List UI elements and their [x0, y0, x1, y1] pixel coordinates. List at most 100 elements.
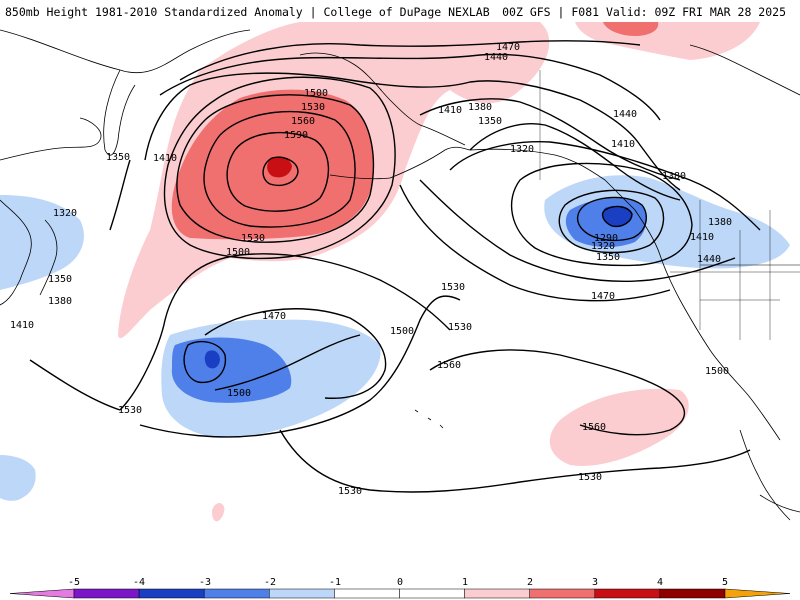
contour-1410 [144, 72, 681, 191]
colorbar-band [73, 588, 140, 599]
contour-label: 1380 [662, 171, 686, 182]
colorbar-band [529, 588, 596, 599]
contour-label: 1410 [690, 232, 714, 243]
contour-label: 1440 [697, 254, 721, 265]
contour-label: 1470 [591, 291, 615, 302]
anomaly-neg1-area [0, 195, 84, 290]
contour-high [226, 131, 330, 212]
contour-label: 1500 [226, 247, 250, 258]
contour-label: 1440 [613, 109, 637, 120]
colorbar-tick: -3 [199, 577, 211, 588]
colorbar-band [334, 588, 400, 599]
contour-label: 1500 [390, 326, 414, 337]
colorbar-tick: 2 [527, 577, 533, 588]
contour-label: 1530 [118, 405, 142, 416]
contour-label: 1410 [10, 320, 34, 331]
contour-1470-east [399, 184, 671, 302]
contour-label: 1380 [468, 102, 492, 113]
colorbar-bands [9, 588, 791, 599]
contour-1350 [109, 159, 131, 231]
colorbar-band [724, 588, 791, 599]
contour-label: 1500 [227, 388, 251, 399]
colorbar-band [399, 588, 465, 599]
contour-label: 1530 [338, 486, 362, 497]
colorbar-band [9, 588, 75, 599]
contour-label: 1410 [438, 105, 462, 116]
contour-label: 1320 [591, 241, 615, 252]
contour-label: 1410 [611, 139, 635, 150]
contour-high [176, 94, 375, 243]
contour-label: 1290 [594, 233, 618, 244]
colorbar-tick: 0 [397, 577, 403, 588]
contour-high [262, 156, 299, 187]
anomaly-neg1-area [0, 455, 36, 501]
contour-low [601, 205, 633, 228]
contour-1560 [429, 349, 686, 436]
contour-1470-south [204, 308, 387, 399]
contour-low [576, 196, 648, 242]
colorbar-tick: -5 [68, 577, 80, 588]
contour-label: 1320 [53, 208, 77, 219]
anomaly-neg2-area [171, 337, 292, 403]
contour-high [203, 110, 356, 228]
contour-label: 1410 [153, 153, 177, 164]
colorbar-tick: -4 [133, 577, 145, 588]
contour-label: 1530 [301, 102, 325, 113]
contour-label: 1530 [241, 233, 265, 244]
colorbar-band [464, 588, 530, 599]
contour-1470 [179, 40, 641, 81]
contour-label: 1350 [48, 274, 72, 285]
colorbar-band [269, 588, 335, 599]
contour-1320 [469, 123, 681, 201]
colorbar-band [594, 588, 661, 599]
contour-1440 [159, 53, 661, 121]
contour-1380 [419, 98, 681, 181]
contour-label: 1530 [448, 322, 472, 333]
colorbar-tick: -2 [264, 577, 276, 588]
colorbar-tick: 4 [657, 577, 663, 588]
contour-1530 [29, 295, 461, 438]
contour-1440-east [419, 179, 736, 282]
colorbar-tick-labels: -5 -4 -3 -2 -1 0 1 2 3 4 5 [68, 577, 728, 588]
contour-label: 1350 [478, 116, 502, 127]
anomaly-neg3-area [204, 350, 220, 369]
contour-label: 1440 [484, 52, 508, 63]
contour-label: 1470 [262, 311, 286, 322]
contour-1500-south-line [214, 334, 361, 391]
map-title: 850mb Height 1981-2010 Standardized Anom… [5, 5, 490, 19]
contour-1530-south [279, 429, 751, 493]
contour-1500-inner [183, 340, 227, 384]
height-contours [29, 40, 761, 493]
colorbar-tick: 1 [462, 577, 468, 588]
map-header: 850mb Height 1981-2010 Standardized Anom… [0, 0, 800, 22]
coastlines [0, 29, 800, 521]
contour-label: 1380 [48, 296, 72, 307]
contour-low [510, 162, 693, 267]
positive-anomaly-core [171, 22, 659, 240]
contour-label: 1590 [284, 130, 308, 141]
contour-label: 1530 [441, 282, 465, 293]
colorbar-band [203, 588, 270, 599]
contour-label: 1560 [291, 116, 315, 127]
contour-label: 1560 [437, 360, 461, 371]
anomaly-neg3-area [602, 206, 632, 227]
contour-labels: 1500 1530 1560 1590 1470 1440 1410 1380 … [10, 42, 732, 497]
model-run-info: 00Z GFS | F081 Valid: 09Z FRI MAR 28 202… [502, 5, 786, 19]
colorbar-band [659, 588, 726, 599]
anomaly-colorbar: -5 -4 -3 -2 -1 0 1 2 3 4 5 [0, 576, 800, 600]
contour-1500 [119, 253, 451, 411]
contour-label: 1380 [708, 217, 732, 228]
colorbar-tick: 3 [592, 577, 598, 588]
contour-high [163, 76, 396, 260]
colorbar-tick: 5 [722, 577, 728, 588]
contour-label: 1500 [705, 366, 729, 377]
anomaly-pos1-area [549, 388, 689, 466]
weather-map: 1500 1530 1560 1590 1470 1440 1410 1380 … [0, 22, 800, 522]
colorbar-tick: -1 [329, 577, 341, 588]
anomaly-pos2-area [603, 22, 659, 36]
anomaly-pos1-area [211, 502, 225, 522]
colorbar-band [138, 588, 205, 599]
contour-label: 1350 [106, 152, 130, 163]
contour-1410-east [449, 141, 761, 231]
contour-label: 1560 [582, 422, 606, 433]
